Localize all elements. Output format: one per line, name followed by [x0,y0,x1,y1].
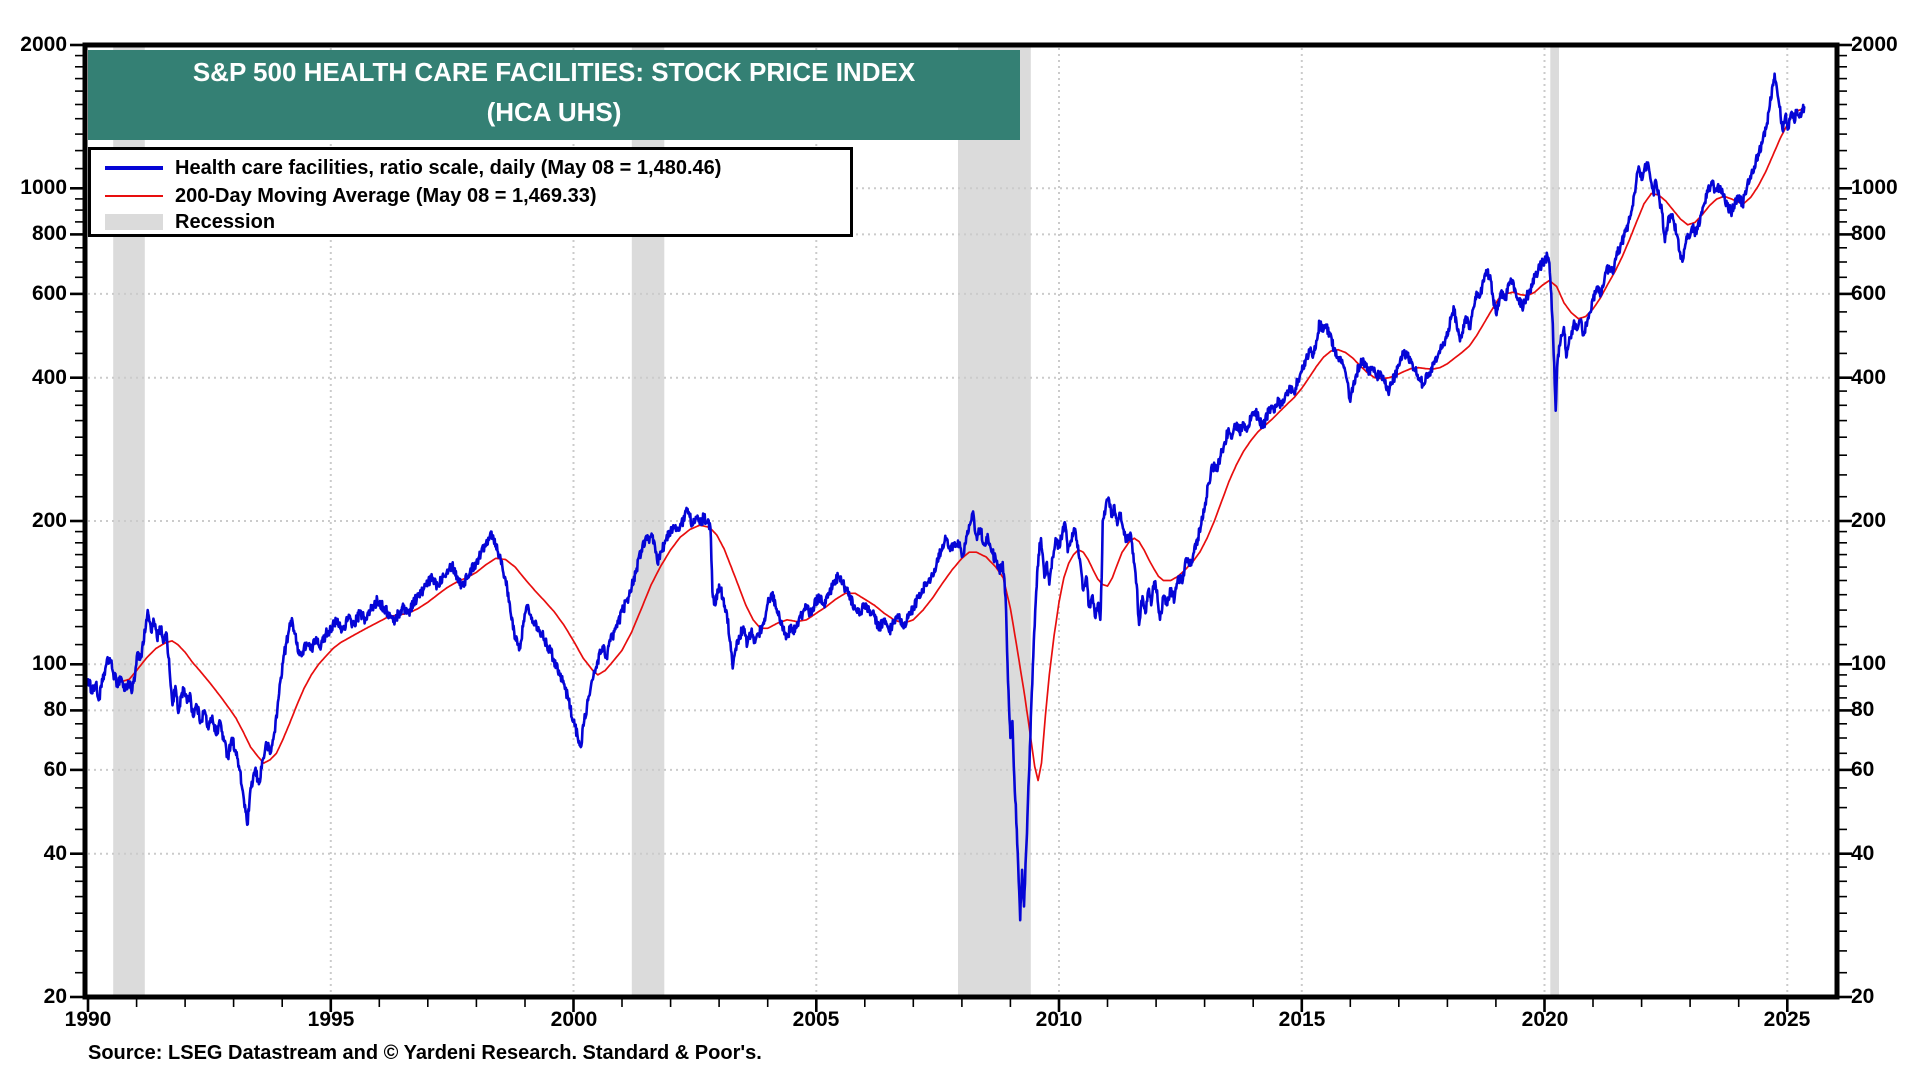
y-axis-label: 60 [43,758,67,781]
legend-label: Recession [175,211,276,233]
y-axis-label: 20 [43,985,67,1008]
price-line-swatch-icon [105,155,163,181]
y-axis-label: 60 [1851,758,1875,781]
plot-border [82,42,1840,1000]
x-axis-label: 1995 [307,1008,355,1031]
axis-ticks [70,43,1852,1012]
page-title: S&P 500 HEALTH CARE FACILITIES: STOCK PR… [192,57,916,87]
y-axis-label: 600 [31,282,67,305]
x-axis-label: 2025 [1763,1008,1811,1031]
y-axis-label: 80 [43,698,67,721]
x-axis-label: 2010 [1035,1008,1083,1031]
y-axis-label: 1000 [20,176,67,199]
y-axis-label: 40 [1851,842,1875,865]
source-note: Source: LSEG Datastream and © Yardeni Re… [88,1042,762,1064]
page-subtitle: (HCA UHS) [486,97,622,127]
ma-line-swatch-icon [105,183,163,209]
y-axis-label: 40 [43,842,67,865]
y-axis-label: 800 [31,222,67,245]
x-axis-label: 2005 [792,1008,840,1031]
x-axis-label: 2020 [1521,1008,1569,1031]
x-axis-label: 2000 [550,1008,598,1031]
y-axis-label: 20 [1851,985,1875,1008]
y-axis-label: 800 [1851,222,1887,245]
y-axis-label: 80 [1851,698,1875,721]
x-axis-label: 1990 [64,1008,112,1031]
y-axis-label: 400 [31,366,67,389]
legend-label: Health care facilities, ratio scale, dai… [175,157,722,179]
legend: Health care facilities, ratio scale, dai… [88,147,853,237]
y-axis-label: 2000 [20,33,67,56]
title-box: S&P 500 HEALTH CARE FACILITIES: STOCK PR… [88,50,1020,140]
y-axis-label: 100 [31,652,67,675]
series-lines [86,72,1806,922]
price-line [86,72,1806,922]
y-axis-label: 100 [1851,652,1887,675]
y-axis-label: 200 [1851,509,1887,532]
recession-band [1550,47,1559,995]
y-axis-label: 400 [1851,366,1887,389]
y-axis-label: 200 [31,509,67,532]
y-axis-label: 1000 [1851,176,1898,199]
plot-frame [82,42,1840,1000]
recession-swatch-icon [105,209,163,235]
legend-label: 200-Day Moving Average (May 08 = 1,469.3… [175,185,597,207]
y-axis-label: 2000 [1851,33,1898,56]
x-axis-label: 2015 [1278,1008,1326,1031]
y-axis-label: 600 [1851,282,1887,305]
